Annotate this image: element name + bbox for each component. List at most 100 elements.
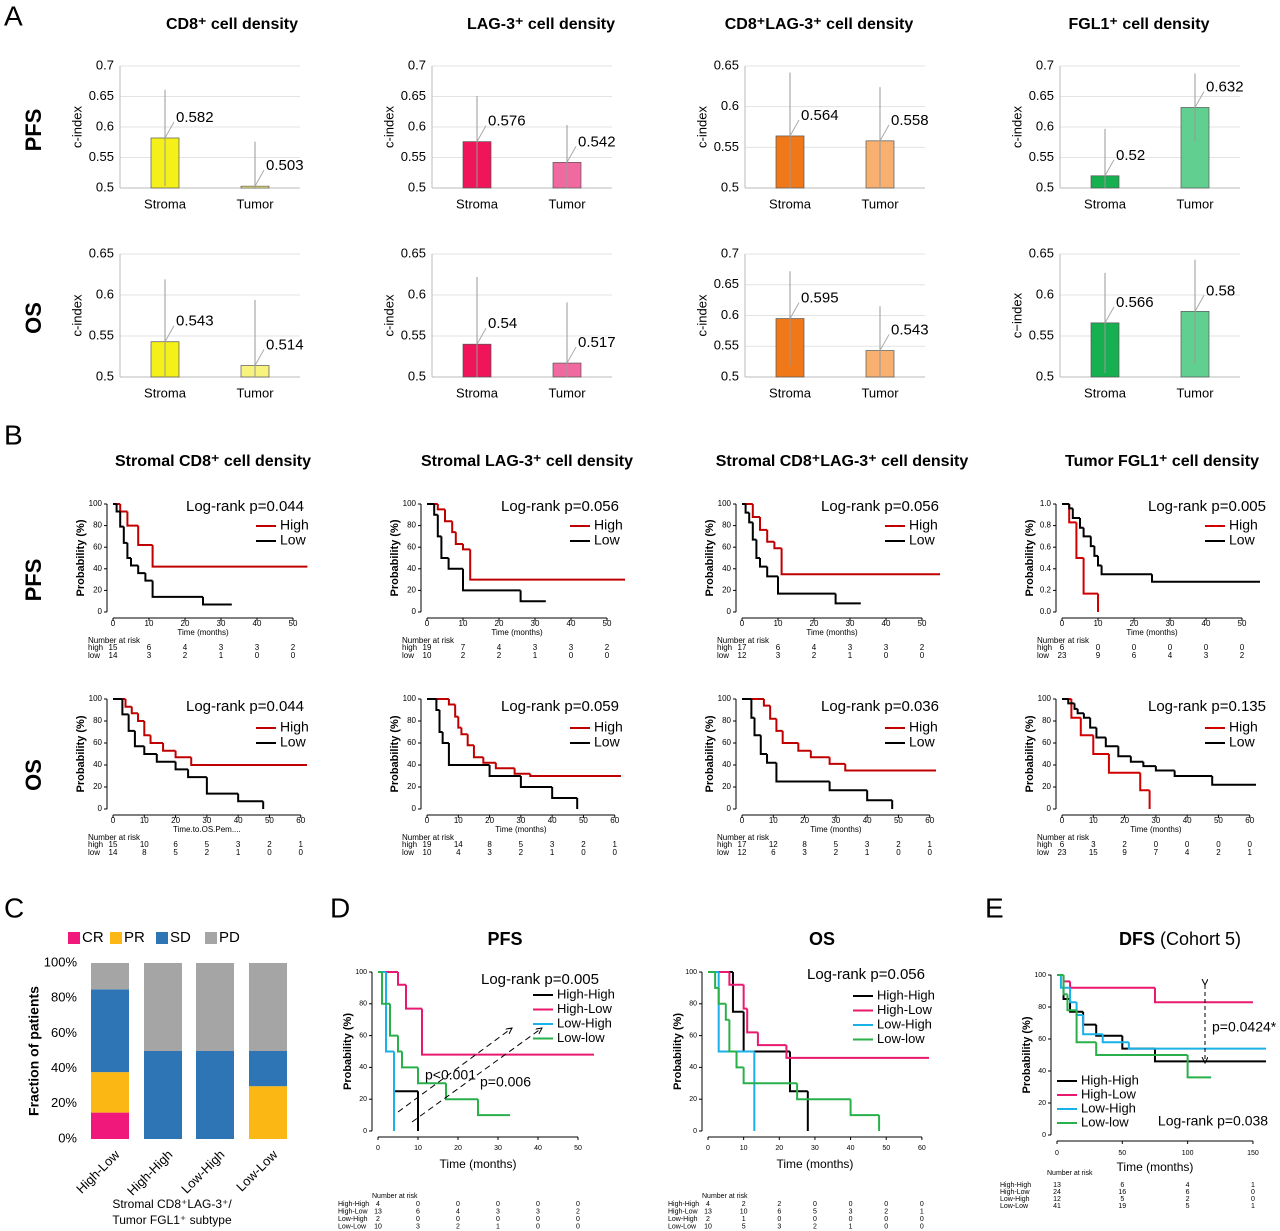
y-tick-label: 40 [93,564,102,573]
chart-title: PFS [487,929,522,949]
x-tick-label: 50 [265,816,274,825]
at-risk-count: 1 [219,651,224,660]
y-tick-label: 0.5 [721,179,739,194]
panel-label: E [985,892,1004,923]
at-risk-group: High-Low [338,1208,369,1215]
at-risk-count: 2 [920,643,925,652]
at-risk-count: 1 [533,651,538,660]
x-tick-label: 10 [1094,619,1103,628]
at-risk-count: 6 [147,643,152,652]
at-risk-group: High-High [1000,1182,1031,1189]
x-tick-label: 10 [414,1145,422,1152]
at-risk-count: 3 [802,848,807,857]
x-tick-label: 50 [1118,1150,1126,1157]
at-risk-count: 10 [704,1223,712,1230]
survival-step [133,730,145,748]
x-tick-label: 40 [882,619,891,628]
y-tick-label: 20 [1038,1100,1046,1107]
chart-title: Stromal CD8⁺LAG-3⁺ cell density [716,453,969,470]
at-risk-group: Low-High [1000,1196,1030,1203]
x-tick-label: 0 [1060,816,1065,825]
panel-label: D [330,892,350,923]
survival-step [1070,699,1081,719]
x-tick-label: 30 [531,619,540,628]
at-risk-count: 2 [896,840,901,849]
y-tick-label: 0.6 [408,286,426,301]
at-risk-count: 2 [884,1208,888,1215]
y-tick-label: 100 [355,969,367,976]
bar-segment [196,1051,234,1139]
survival-step [751,522,757,541]
legend-label: High [909,517,938,533]
y-tick-label: 0.0 [1040,607,1052,616]
y-axis-label: c-index [1009,106,1024,148]
y-tick-label: 20% [51,1095,77,1110]
at-risk-count: 15 [1089,848,1098,857]
at-risk-group: low [88,651,100,660]
y-tick-label: 100 [403,694,417,703]
at-risk-count: 5 [813,1208,817,1215]
y-axis-label: c-index [694,294,709,336]
x-axis-label: Time (months) [1126,628,1178,637]
y-tick-label: 0.65 [401,245,426,260]
annotation: Log-rank p=0.005 [1148,498,1266,515]
survival-step [796,1083,851,1101]
x-axis-label: Time (months) [1117,1160,1194,1174]
y-axis-label: Probability (%) [1024,519,1036,596]
at-risk-count: 2 [706,1216,710,1223]
at-risk-title: Number at risk [88,833,141,842]
x-tick-label: 40 [847,1145,855,1152]
at-risk-count: 2 [812,651,817,660]
y-tick-label: 0.7 [1036,57,1054,72]
at-risk-title: Number at risk [88,636,141,645]
y-tick-label: 0.65 [89,88,114,103]
at-risk-count: 0 [267,848,272,857]
at-risk-count: 5 [742,1223,746,1230]
x-tick-label: 50 [882,1145,890,1152]
at-risk-count: 5 [173,848,178,857]
y-tick-label: 60 [689,1032,697,1039]
at-risk-count: 5 [205,840,210,849]
panel-label: A [4,0,23,31]
y-tick-label: 60 [93,738,102,747]
at-risk-count: 0 [813,1216,817,1223]
row-label: OS [21,302,46,334]
y-axis-label: c-index [694,106,709,148]
at-risk-count: 3 [865,840,870,849]
legend-label: High-High [1081,1072,1139,1087]
at-risk-count: 0 [581,848,586,857]
title-sub: (Cohort 5) [1160,929,1241,949]
y-tick-label: 0 [693,1128,697,1135]
x-tick-label: 20 [171,816,180,825]
legend-label: Low-High [1081,1100,1136,1115]
y-tick-label: 0.5 [1036,368,1054,383]
at-risk-count: 0 [920,1216,924,1223]
at-risk-count: 0 [1251,1196,1255,1203]
survival-step [717,987,726,1005]
at-risk-count: 0 [536,1201,540,1208]
legend-label: High-Low [1081,1086,1137,1101]
legend-swatch [68,932,80,944]
y-axis-label: c-index [69,106,84,148]
y-tick-label: 0.7 [721,245,739,260]
x-tick-label: 20 [454,1145,462,1152]
value-label: 0.595 [801,290,839,307]
y-tick-label: 0.6 [721,307,739,322]
survival-step [451,521,456,534]
at-risk-count: 1 [496,1223,500,1230]
at-risk-count: 12 [1053,1196,1061,1203]
x-tick-label: 20 [800,816,809,825]
label-leader [476,125,487,142]
at-risk-count: 12 [738,848,747,857]
x-tick-label: 20 [495,619,504,628]
at-risk-count: 2 [834,848,839,857]
bar-segment [91,1072,129,1113]
survival-step [438,710,443,733]
survival-step [143,721,151,737]
at-risk-count: 0 [613,848,618,857]
y-tick-label: 60% [51,1025,77,1040]
survival-step [137,565,146,575]
legend-label: Low [594,532,621,548]
survival-step [1082,558,1098,595]
at-risk-count: 2 [777,1201,781,1208]
